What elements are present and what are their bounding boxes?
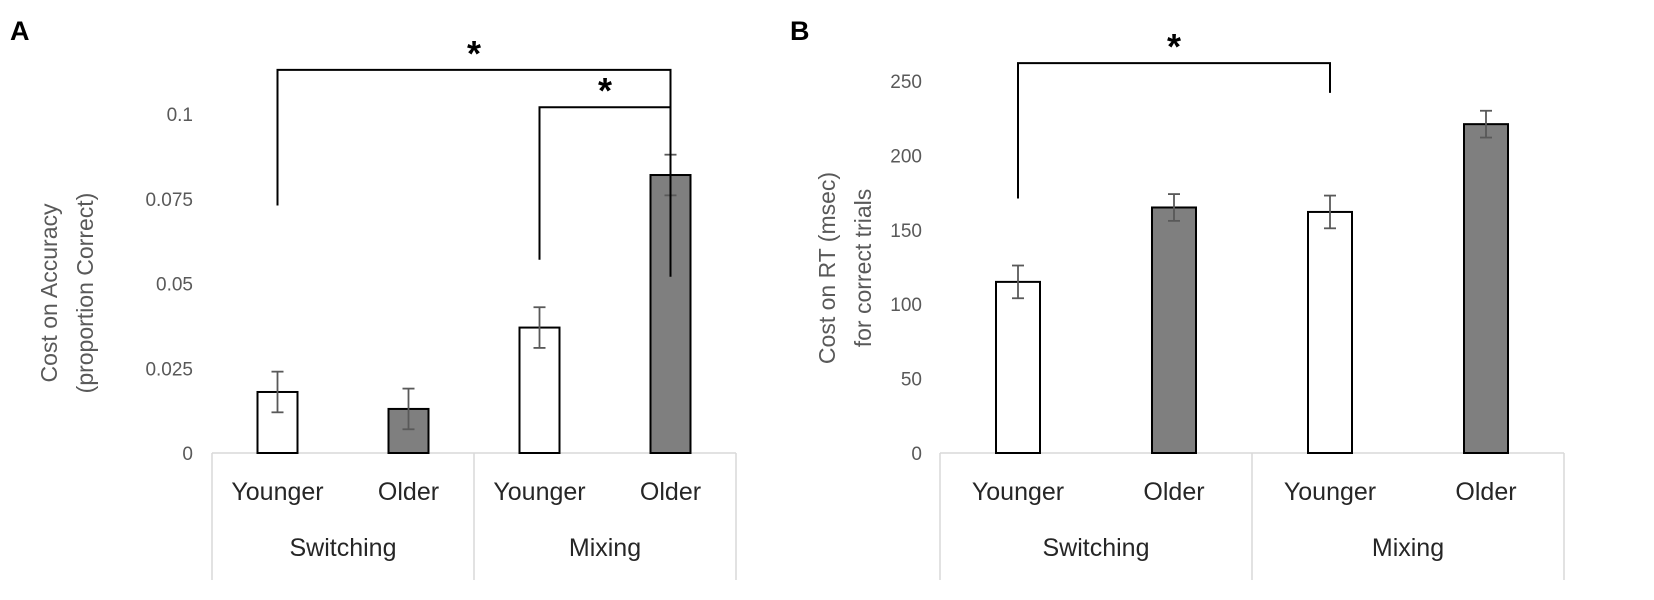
- panel-b-ytick-label: 0: [911, 444, 922, 465]
- panel-a-category-label: Younger: [231, 478, 323, 506]
- panel-b-ytick-label: 100: [890, 295, 922, 316]
- panel-b-ytick-label: 200: [890, 146, 922, 167]
- panel-b-group-label: Mixing: [1372, 534, 1444, 562]
- panel-a-category-label: Older: [378, 478, 439, 506]
- panel-a-category-label: Older: [640, 478, 701, 506]
- panel-a-significance-star: *: [467, 33, 481, 74]
- panel-b-ytick-label: 250: [890, 72, 922, 93]
- panel-b-label: B: [790, 16, 810, 46]
- panel-a-ytick-label: 0: [182, 444, 193, 465]
- panel-a-ytick-label: 0.075: [145, 190, 193, 211]
- panel-b-group-label: Switching: [1043, 534, 1150, 562]
- panel-b-significance-bracket: [1017, 62, 1331, 199]
- panel-a-bar: [518, 326, 561, 455]
- panel-a-group-label: Switching: [290, 534, 397, 562]
- panel-a-category-label: Younger: [493, 478, 585, 506]
- panel-b-ytick-label: 150: [890, 221, 922, 242]
- panel-a-ylabel-line2: (proportion Correct): [72, 193, 98, 394]
- panel-a-significance-bracket: [276, 68, 672, 277]
- panel-a-group-label: Mixing: [569, 534, 641, 562]
- panel-b-category-label: Older: [1455, 478, 1516, 506]
- panel-b-ytick-label: 50: [901, 370, 922, 391]
- panel-a-ytick-label: 0.025: [145, 359, 193, 380]
- panel-b-category-label: Younger: [1284, 478, 1376, 506]
- panel-a-label: A: [10, 16, 30, 46]
- panel-b-bar: [1463, 123, 1509, 454]
- panel-a-ytick-label: 0.05: [156, 275, 193, 296]
- panel-b-ylabel: Cost on RT (msec): [814, 172, 840, 364]
- panel-a-significance-bracket: [538, 106, 672, 260]
- panel-b-ylabel-line2: for correct trials: [850, 189, 876, 347]
- panel-b-significance-star: *: [1167, 26, 1181, 67]
- panel-b-category-label: Younger: [972, 478, 1064, 506]
- panel-b-bar: [1151, 206, 1197, 454]
- panel-a-ylabel: Cost on Accuracy: [36, 203, 62, 382]
- panel-b-category-label: Older: [1143, 478, 1204, 506]
- panel-b-bar: [995, 280, 1041, 454]
- panel-a-significance-star: *: [598, 70, 612, 111]
- panel-b-bar: [1307, 210, 1353, 454]
- panel-a-ytick-label: 0.1: [167, 105, 193, 126]
